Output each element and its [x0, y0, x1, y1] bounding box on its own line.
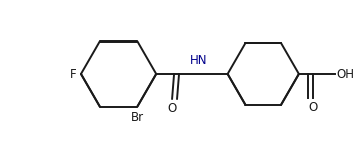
Text: HN: HN — [190, 54, 207, 67]
Text: O: O — [167, 102, 177, 115]
Text: OH: OH — [337, 68, 355, 81]
Text: Br: Br — [131, 111, 144, 124]
Text: O: O — [308, 101, 317, 114]
Text: F: F — [70, 68, 77, 81]
